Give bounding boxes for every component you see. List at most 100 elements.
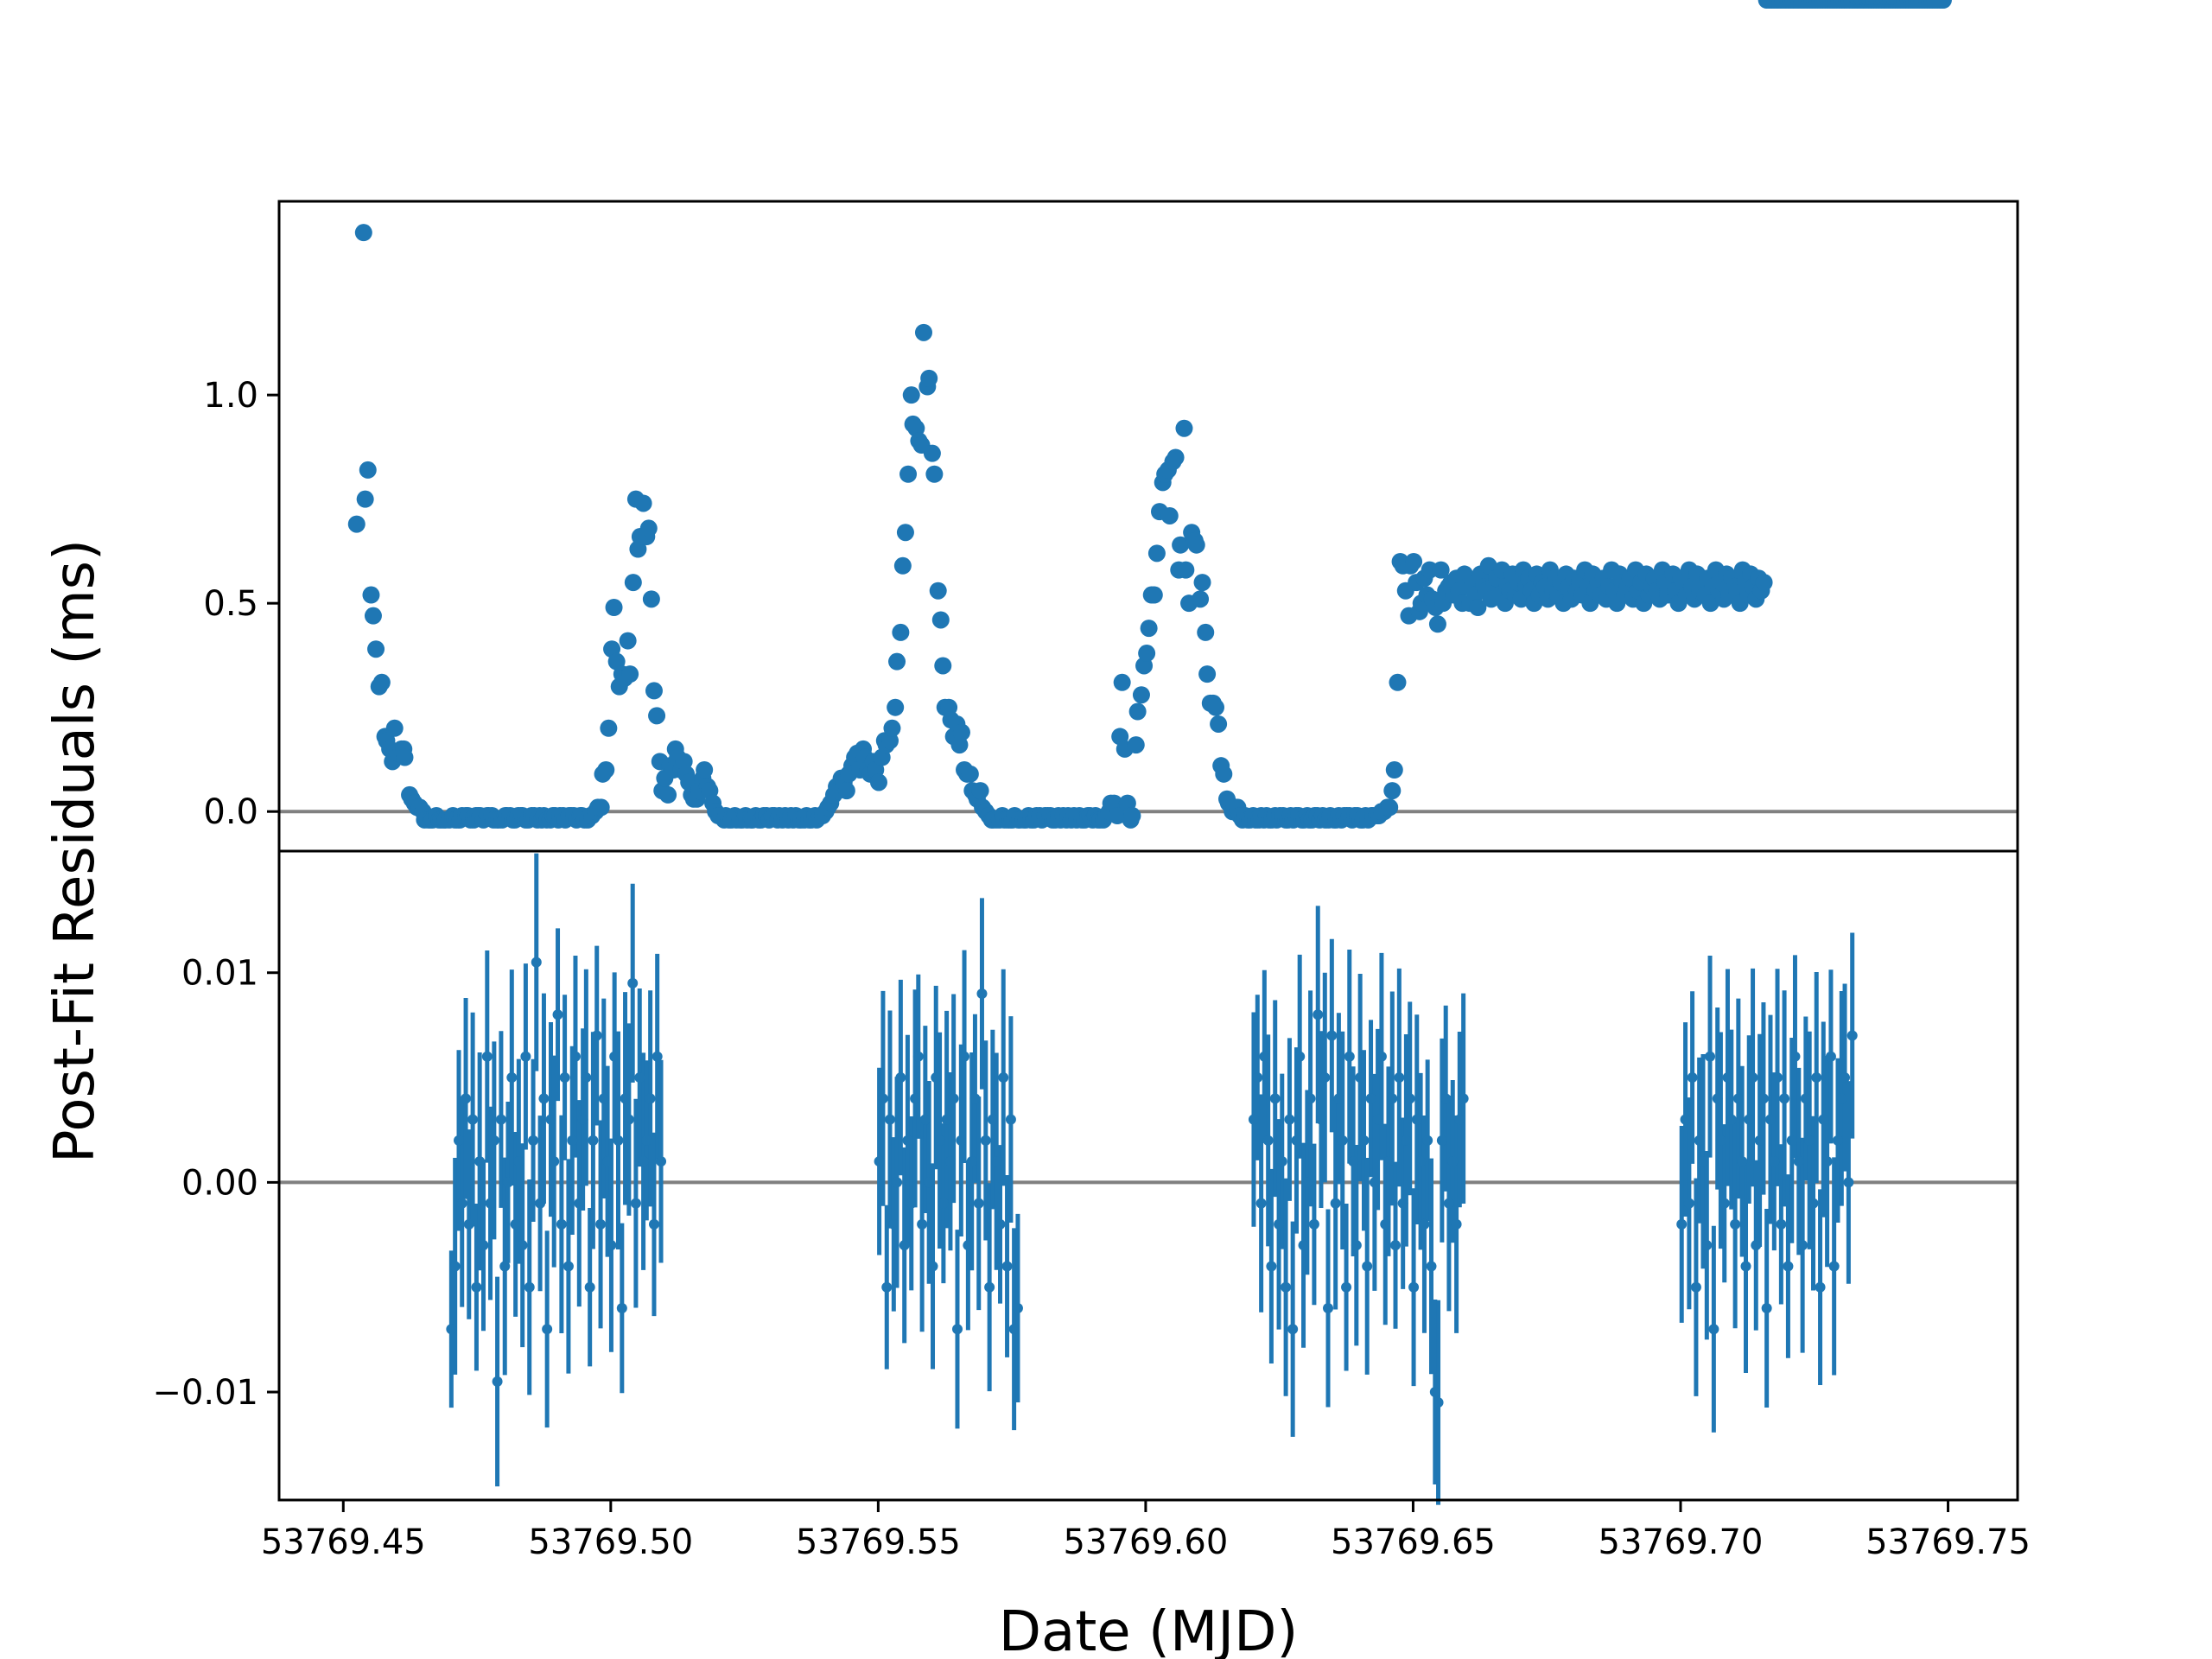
top-data-point bbox=[396, 748, 414, 766]
bottom-data-point bbox=[1825, 1051, 1836, 1062]
top-data-point bbox=[1389, 673, 1407, 691]
bottom-data-point bbox=[1248, 1114, 1259, 1125]
top-data-point bbox=[899, 465, 918, 483]
bottom-data-point bbox=[1344, 1051, 1355, 1062]
bottom-data-point bbox=[510, 1218, 521, 1230]
bottom-data-point bbox=[973, 1198, 984, 1209]
bottom-data-point bbox=[1294, 1051, 1306, 1062]
top-data-point bbox=[1172, 536, 1190, 554]
bottom-data-point bbox=[895, 1072, 906, 1084]
bottom-data-point bbox=[1747, 1072, 1758, 1084]
bottom-data-point bbox=[1376, 1051, 1387, 1062]
bottom-data-point bbox=[1252, 1072, 1263, 1084]
bottom-data-point bbox=[1411, 1114, 1422, 1125]
bottom-data-point bbox=[1719, 1198, 1730, 1209]
top-data-point bbox=[1383, 782, 1402, 800]
bottom-data-point bbox=[927, 1261, 938, 1272]
bottom-data-point bbox=[877, 1093, 888, 1104]
top-data-point bbox=[1193, 574, 1211, 592]
bottom-data-point bbox=[1800, 1093, 1811, 1104]
bottom-data-point bbox=[991, 1156, 1002, 1167]
top-data-point bbox=[359, 461, 377, 479]
bottom-data-point bbox=[1298, 1240, 1309, 1251]
bottom-data-point bbox=[1740, 1261, 1751, 1272]
bottom-data-point bbox=[888, 1218, 899, 1230]
bottom-data-point bbox=[1683, 1198, 1694, 1209]
bottom-data-point bbox=[641, 1135, 652, 1146]
top-data-point bbox=[961, 765, 979, 783]
top-data-point bbox=[892, 623, 910, 641]
bottom-data-points bbox=[446, 0, 1897, 1408]
bottom-data-point bbox=[899, 1240, 910, 1251]
bottom-y-ticks: −0.01 0.00 0.01 bbox=[152, 954, 279, 1413]
top-data-point bbox=[869, 773, 887, 791]
bottom-data-point bbox=[1832, 1135, 1843, 1146]
bottom-data-point bbox=[556, 1218, 567, 1230]
bottom-data-point bbox=[969, 1093, 981, 1104]
bottom-data-point bbox=[924, 1177, 935, 1188]
y-axis-label: Post-Fit Residuals (ms) bbox=[43, 539, 107, 1163]
bottom-data-point bbox=[1708, 1324, 1719, 1335]
top-data-point bbox=[385, 719, 404, 737]
bottom-data-point bbox=[1262, 1135, 1274, 1146]
bottom-data-point bbox=[1419, 1218, 1430, 1230]
bottom-data-point bbox=[481, 1051, 493, 1062]
bottom-data-point bbox=[1382, 1156, 1394, 1167]
bottom-data-point bbox=[1426, 1261, 1437, 1272]
top-data-point bbox=[645, 682, 663, 700]
bottom-data-point bbox=[1269, 1093, 1281, 1104]
bottom-data-point bbox=[1680, 1114, 1691, 1125]
bottom-data-point bbox=[931, 1072, 942, 1084]
top-data-point bbox=[837, 782, 855, 800]
bottom-data-point bbox=[446, 1324, 457, 1335]
top-y-tick-label: 1.0 bbox=[203, 376, 258, 416]
x-tick-label: 53769.75 bbox=[1866, 1522, 2031, 1562]
bottom-data-point bbox=[917, 1218, 928, 1230]
bottom-axes-frame bbox=[277, 849, 2019, 1502]
top-data-point bbox=[1385, 761, 1403, 779]
bottom-data-point bbox=[1440, 1093, 1452, 1104]
bottom-data-point bbox=[1779, 1093, 1790, 1104]
bottom-data-point bbox=[1454, 1114, 1465, 1125]
bottom-data-point bbox=[495, 1114, 506, 1125]
top-data-point bbox=[1175, 419, 1193, 437]
bottom-data-point bbox=[569, 1051, 581, 1062]
bottom-data-point bbox=[1697, 1156, 1708, 1167]
bottom-data-point bbox=[938, 1198, 949, 1209]
bottom-data-point bbox=[1690, 1281, 1701, 1293]
top-data-point bbox=[1138, 645, 1156, 663]
bottom-data-point bbox=[1840, 1072, 1851, 1084]
bottom-data-point bbox=[956, 1135, 967, 1146]
bottom-data-point bbox=[1722, 1072, 1733, 1084]
bottom-data-point bbox=[987, 1114, 998, 1125]
bottom-data-point bbox=[1005, 1114, 1016, 1125]
top-data-point bbox=[1432, 561, 1450, 579]
bottom-data-point bbox=[454, 1135, 465, 1146]
top-data-point bbox=[1215, 765, 1233, 783]
bottom-data-point bbox=[1694, 1135, 1705, 1146]
bottom-data-point bbox=[1266, 1261, 1277, 1272]
bottom-data-point bbox=[1715, 1135, 1726, 1146]
bottom-data-point bbox=[1291, 1135, 1302, 1146]
bottom-data-point bbox=[951, 1324, 963, 1335]
bottom-data-point bbox=[1369, 1177, 1380, 1188]
top-data-point bbox=[1160, 506, 1179, 524]
bottom-data-point bbox=[1885, 0, 1897, 5]
bottom-data-point bbox=[463, 1218, 474, 1230]
bottom-data-point bbox=[513, 1156, 524, 1167]
bottom-data-point bbox=[449, 1261, 461, 1272]
bottom-data-point bbox=[963, 1240, 974, 1251]
bottom-data-point bbox=[881, 1281, 893, 1293]
bottom-data-point bbox=[995, 1218, 1006, 1230]
bottom-data-point bbox=[520, 1051, 531, 1062]
top-data-point bbox=[883, 719, 901, 737]
bottom-data-point bbox=[623, 1114, 634, 1125]
top-y-tick-label: 0.5 bbox=[203, 584, 258, 624]
top-data-point bbox=[925, 465, 944, 483]
top-data-point bbox=[1166, 448, 1185, 467]
bottom-data-point bbox=[574, 1198, 585, 1209]
bottom-data-point bbox=[616, 1302, 627, 1313]
bottom-data-point bbox=[1394, 1072, 1405, 1084]
